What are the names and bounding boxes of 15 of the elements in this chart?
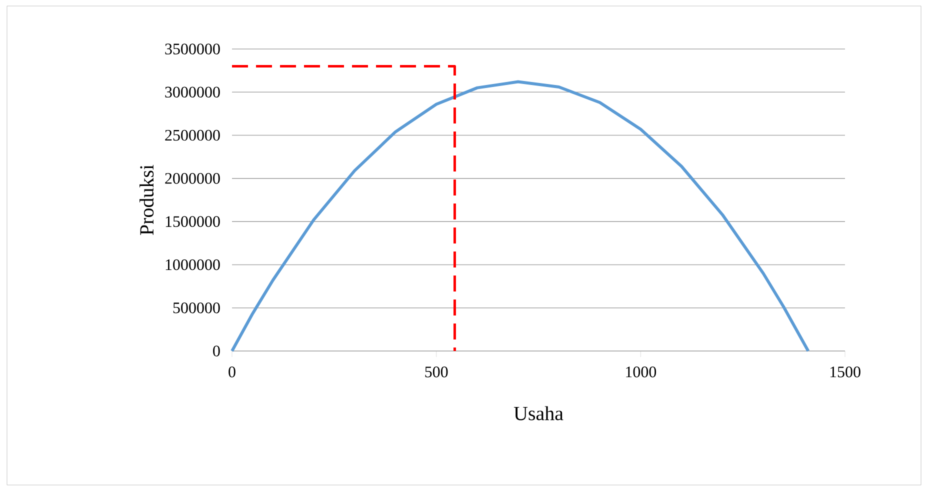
x-tick-label: 0 xyxy=(228,366,236,378)
y-tick-label: 3000000 xyxy=(165,86,220,98)
y-tick-label: 500000 xyxy=(173,302,220,314)
y-axis-title: Produksi xyxy=(140,164,154,235)
y-tick-label: 1500000 xyxy=(166,216,220,227)
x-tick-label: 1000 xyxy=(626,366,656,378)
x-tick-label: 1500 xyxy=(830,366,860,378)
x-axis-title: Usaha xyxy=(514,406,564,420)
y-tick-label: 1000000 xyxy=(166,259,220,270)
y-tick-label: 2500000 xyxy=(165,130,220,141)
y-tick-label: 2000000 xyxy=(165,173,220,184)
x-tick-label: 500 xyxy=(425,366,448,378)
line-series xyxy=(230,80,810,352)
y-tick-label: 3500000 xyxy=(165,44,220,54)
y-tick-label: 0 xyxy=(213,346,220,356)
